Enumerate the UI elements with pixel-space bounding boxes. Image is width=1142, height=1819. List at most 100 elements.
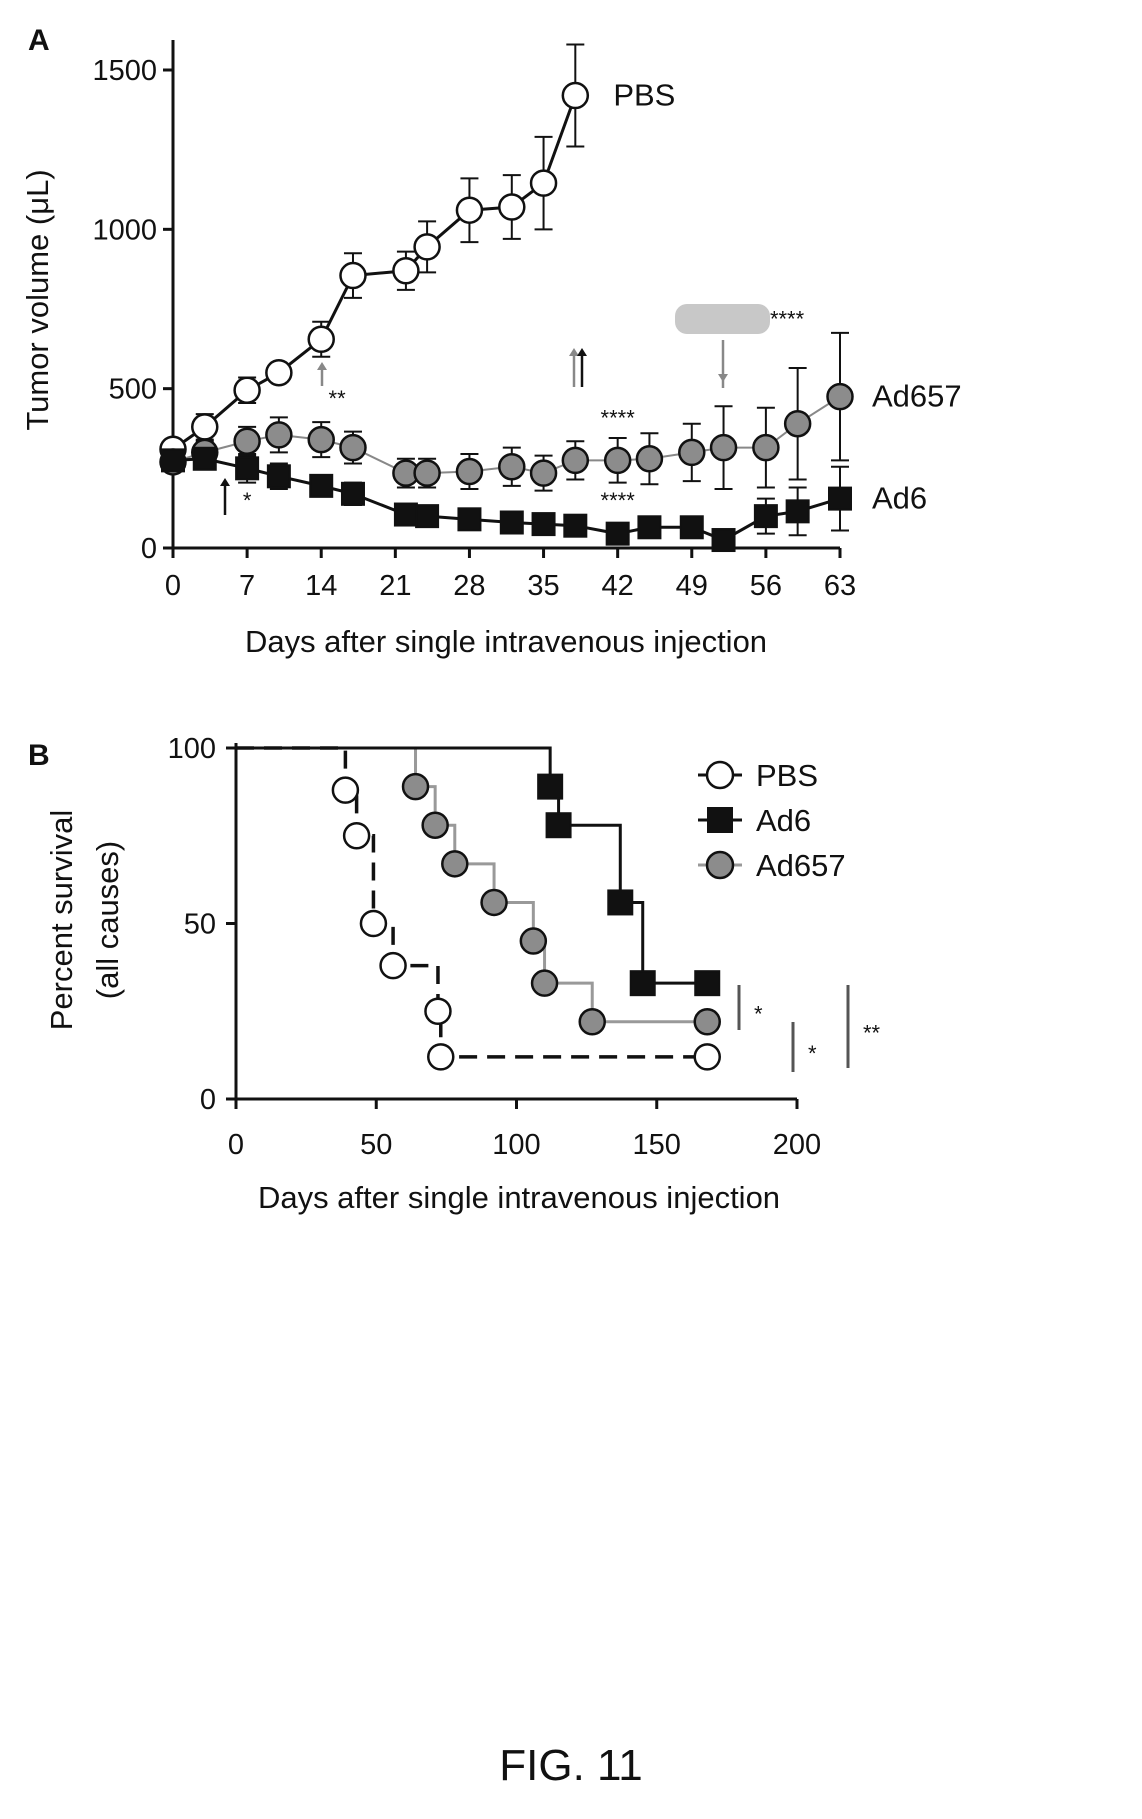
legend-marker [705, 760, 735, 790]
data-point [401, 772, 430, 801]
data-point [340, 481, 365, 506]
x-tick-label: 0 [228, 1129, 244, 1161]
data-point [192, 446, 217, 471]
data-point [678, 438, 706, 467]
arrow-head [577, 348, 587, 356]
significance-highlight [675, 304, 770, 334]
y-axis-title-2: (all causes) [90, 841, 125, 1000]
data-point [531, 512, 556, 537]
data-point [235, 456, 260, 481]
x-tick-label: 50 [360, 1129, 392, 1161]
data-point [309, 473, 334, 498]
y-tick-label: 500 [109, 374, 157, 406]
series-label-ad6: Ad6 [872, 481, 927, 516]
data-point [693, 1008, 721, 1036]
legend-marker [707, 807, 733, 833]
data-point [753, 504, 778, 529]
panel-b-chart: 0 50 100 0 50 100 150 200 Days after single intr… [44, 733, 881, 1215]
panel-a-chart: 0 500 1000 1500 0 7 14 21 28 35 42 49 56 63 Days after… [20, 40, 962, 659]
survival-ad657 [236, 746, 721, 1036]
data-point [441, 850, 469, 878]
data-point [265, 421, 293, 449]
injection-arrow [577, 348, 587, 387]
series-label-ad657: Ad657 [872, 379, 962, 414]
survival-ad6 [236, 746, 721, 997]
figure-caption: FIG. 11 [499, 1741, 642, 1790]
series-ad6 [161, 446, 852, 553]
x-tick-label: 0 [165, 570, 181, 602]
data-point [711, 528, 736, 553]
data-point [161, 448, 185, 473]
data-point [637, 515, 662, 540]
data-point [561, 446, 590, 475]
data-point [266, 464, 291, 489]
data-point [457, 507, 482, 532]
data-point [421, 811, 449, 839]
arrow-head [718, 374, 728, 382]
data-point [339, 261, 367, 290]
data-point [679, 515, 704, 540]
legend-label: PBS [756, 758, 818, 793]
x-tick-label: 42 [602, 570, 634, 602]
data-point [694, 970, 721, 997]
significance-stars: * [754, 1002, 763, 1027]
y-tick-label: 1000 [92, 214, 157, 246]
significance-stars: ** [329, 386, 347, 411]
x-tick-label: 63 [824, 570, 856, 602]
y-tick-label: 0 [141, 533, 157, 565]
survival-pbs [236, 746, 721, 1071]
x-tick-label: 56 [750, 570, 782, 602]
data-point [603, 446, 632, 475]
data-point [307, 425, 335, 454]
data-point [331, 776, 360, 804]
data-point [413, 233, 441, 261]
data-point [752, 433, 780, 462]
data-point [629, 970, 656, 997]
data-point [530, 969, 559, 997]
data-point [265, 358, 293, 387]
data-point [339, 433, 367, 462]
x-tick-label: 200 [773, 1129, 821, 1161]
data-point [561, 81, 590, 110]
data-point [427, 1043, 455, 1071]
significance-stars: **** [601, 488, 636, 513]
arrow-head [569, 348, 579, 356]
data-point [498, 452, 526, 481]
data-point [563, 513, 588, 538]
x-tick-label: 150 [633, 1129, 681, 1161]
y-axis-title: Tumor volume (μL) [20, 169, 55, 430]
data-point [393, 502, 418, 527]
data-point [635, 445, 664, 473]
arrow-head [220, 478, 230, 486]
data-point [605, 521, 630, 546]
data-point [424, 997, 452, 1025]
data-point [191, 413, 219, 441]
injection-arrow [718, 340, 728, 388]
data-point [359, 909, 388, 938]
significance-stars: ** [863, 1021, 881, 1046]
data-point [455, 196, 484, 224]
data-point [392, 257, 420, 285]
data-point [499, 510, 524, 535]
x-tick-label: 100 [492, 1129, 540, 1161]
injection-arrow [220, 478, 230, 515]
x-tick-label: 14 [305, 570, 337, 602]
legend-label: Ad6 [756, 803, 811, 838]
series-ad657 [159, 331, 854, 492]
series-line [172, 94, 577, 451]
arrow-head [317, 362, 327, 370]
series-pbs [159, 43, 590, 463]
data-point [578, 1008, 606, 1036]
data-point [709, 433, 738, 462]
legend-item-ad657: Ad657 [698, 848, 846, 883]
data-point [415, 504, 440, 529]
legend: PBS Ad6 Ad657 [698, 758, 846, 883]
significance-stars: **** [770, 307, 805, 332]
data-point [342, 822, 371, 850]
data-point [537, 773, 564, 800]
x-axis-title: Days after single intravenous injection [258, 1180, 780, 1215]
y-axis-title: Percent survival [44, 810, 79, 1031]
panel-b-label: B [28, 739, 50, 772]
legend-item-pbs: PBS [698, 758, 818, 793]
